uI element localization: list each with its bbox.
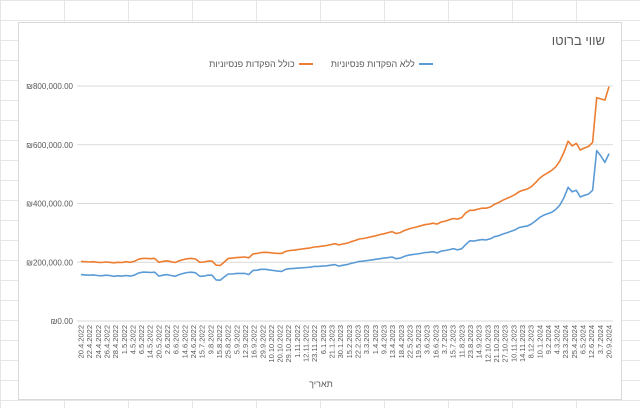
x-tick-label: 23.8.2023 [466,325,475,358]
chart-plot: ₪0.00 ₪200,000.00 ₪400,000.00 ₪600,000.00 ₪8… [26,82,614,363]
legend-label-incl: כולל הפקדות פנסיוניות [209,59,295,69]
x-tick-label: 20.9.2024 [605,325,614,358]
x-tick-label: 29.10.2022 [284,325,293,363]
x-tick-label: 22.2.2023 [353,325,362,358]
x-tick-label: 21.10.2023 [492,325,501,363]
legend: ללא הפקדות פנסיוניות כולל הפקדות פנסיוני… [19,59,623,69]
x-tick-label: 1.11.2022 [293,325,302,358]
x-tick-label: 18.4.2023 [397,325,406,358]
x-tick-label: 13.4.2023 [388,325,397,358]
y-tick-label: ₪800,000.00 [26,82,73,91]
x-tick-label: 10.1.2024 [535,325,544,358]
x-tick-label: 23.3.2024 [561,325,570,358]
x-tick-label: 22.5.2023 [405,325,414,358]
x-tick-label: 20.4.2022 [77,325,86,358]
x-axis-label: תאריך [309,379,333,389]
x-tick-label: 29.9.2022 [258,325,267,358]
x-tick-label: 15.8.2022 [215,325,224,358]
x-tick-label: 15.2.2023 [345,325,354,358]
series-line-excl [80,149,610,282]
x-tick-label: 25.8.2022 [224,325,233,358]
x-tick-label: 3.7.2024 [596,325,605,354]
x-tick-label: 10.11.2023 [509,325,518,362]
x-tick-label: 15.7.2022 [198,325,207,358]
x-tick-label: 24.6.2022 [189,325,198,358]
x-tick-label: 10.10.2022 [267,325,276,363]
x-tick-label: 14.6.2022 [180,325,189,358]
x-tick-label: 21.1.2023 [328,325,337,358]
x-tick-label: 20.5.2022 [154,325,163,358]
x-tick-label: 5.9.2022 [232,325,241,354]
x-tick-label: 4.5.2022 [128,325,137,354]
x-tick-label: 14.9.2023 [475,325,484,358]
chart-title: שווי ברוטו [551,33,605,48]
x-tick-label: 11.8.2023 [457,325,466,358]
x-tick-label: 14.11.2023 [518,325,527,362]
y-tick-label: ₪0.00 [51,317,74,326]
x-tick-label: 1.4.2023 [371,325,380,354]
x-tick-label: 23.11.2022 [310,325,319,362]
x-tick-label: 4.3.2024 [553,325,562,354]
x-tick-label: 3.6.2023 [423,325,432,354]
x-tick-label: 25.4.2024 [570,325,579,358]
x-tick-label: 9.8.2022 [206,325,215,354]
x-tick-label: 6.6.2022 [172,325,181,354]
x-tick-label: 2.6.2022 [163,325,172,354]
x-tick-label: 30.1.2023 [336,325,345,358]
y-tick-label: ₪200,000.00 [26,258,73,267]
x-tick-label: 26.4.2022 [102,325,111,358]
legend-item-incl: כולל הפקדות פנסיוניות [209,59,313,69]
x-tick-label: 22.4.2022 [85,325,94,358]
legend-item-excl: ללא הפקדות פנסיוניות [331,59,433,69]
x-tick-label: 12.11.2022 [302,325,311,362]
x-tick-label: 27.10.2023 [501,325,510,363]
x-tick-label: 15.7.2023 [449,325,458,358]
x-tick-label: 9.2.2024 [544,325,553,354]
x-tick-label: 12.6.2024 [587,325,596,358]
x-tick-label: 16.9.2022 [250,325,259,358]
y-tick-label: ₪600,000.00 [26,141,73,150]
x-tick-label: 3.3.2023 [362,325,371,354]
legend-label-excl: ללא הפקדות פנסיוניות [330,59,415,69]
x-tick-label: 1.5.2022 [120,325,129,354]
x-tick-label: 16.6.2023 [431,325,440,358]
x-tick-label: 6.5.2022 [137,325,146,354]
x-tick-label: 14.5.2022 [146,325,155,358]
x-tick-label: 20.10.2022 [276,325,285,363]
chart-area[interactable]: שווי ברוטו ללא הפקדות פנסיוניות כולל הפק… [18,22,622,400]
x-tick-label: 6.1.2023 [319,325,328,354]
legend-swatch-incl [298,63,313,65]
x-tick-label: 28.4.2022 [111,325,120,358]
x-tick-label: 8.12.2023 [527,325,536,358]
x-tick-label: 6.5.2024 [579,325,588,354]
x-tick-label: 12.10.2023 [483,325,492,363]
x-tick-label: 3.7.2023 [440,325,449,354]
x-tick-label: 24.4.2022 [94,325,103,358]
x-tick-label: 12.9.2022 [241,325,250,358]
y-tick-label: ₪400,000.00 [26,200,73,209]
x-tick-label: 19.5.2023 [414,325,423,358]
legend-swatch-excl [418,63,433,65]
series-line-incl [80,86,610,267]
x-tick-label: 9.4.2023 [379,325,388,354]
